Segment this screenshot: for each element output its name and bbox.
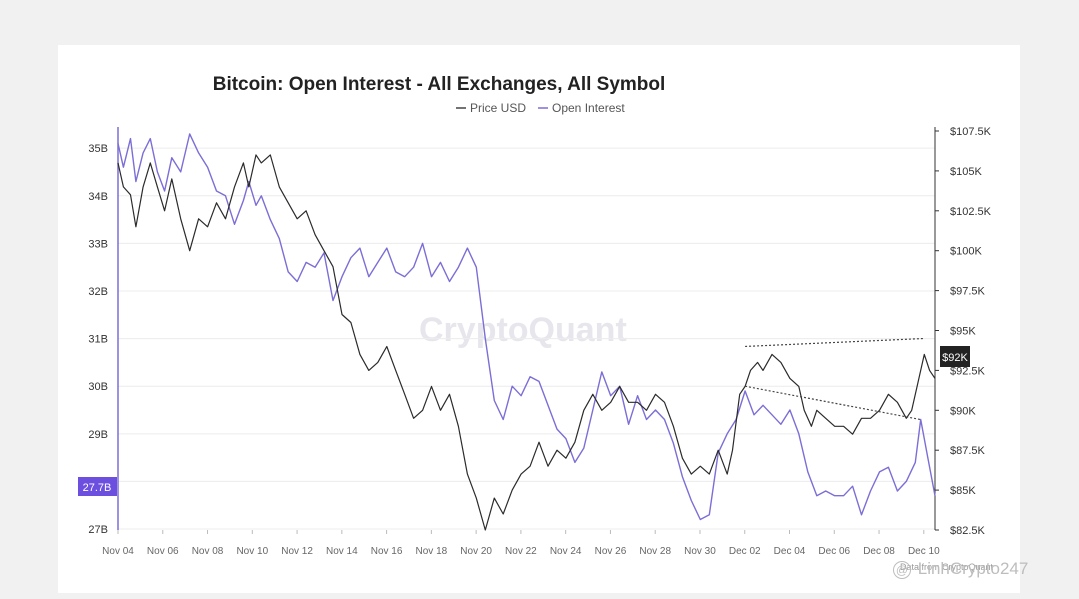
right-y-tick-label: $90K <box>950 405 976 417</box>
x-tick-label: Nov 12 <box>281 546 313 557</box>
watermark: CryptoQuant <box>419 311 627 349</box>
left-y-tick-label: 35B <box>88 143 108 155</box>
x-tick-label: Nov 24 <box>550 546 582 557</box>
right-y-tick-label: $100K <box>950 246 982 258</box>
right-y-tick-label: $105K <box>950 166 982 178</box>
price-resistance-trendline <box>745 337 925 348</box>
chart-title: Bitcoin: Open Interest - All Exchanges, … <box>213 74 666 95</box>
x-tick-label: Dec 08 <box>863 546 895 557</box>
grid <box>118 147 935 530</box>
series-lines <box>117 133 936 531</box>
x-tick-label: Dec 10 <box>908 546 940 557</box>
x-tick-label: Nov 08 <box>192 546 224 557</box>
at-icon: @ <box>893 561 911 579</box>
current-price-badge: $92K <box>940 346 970 367</box>
x-tick-label: Nov 28 <box>639 546 671 557</box>
chart-card: Bitcoin: Open Interest - All Exchanges, … <box>58 45 1020 593</box>
current-oi-value: 27.7B <box>83 482 112 494</box>
current-oi-badge-bg <box>78 477 117 496</box>
left-y-tick-label: 34B <box>88 191 108 203</box>
x-tick-label: Nov 10 <box>236 546 268 557</box>
right-y-tick-label: $107.5K <box>950 126 992 138</box>
x-axis-labels: Nov 04 Nov 06 Nov 08 Nov 10 Nov 12 Nov 14 Nov … <box>102 546 940 557</box>
right-y-tick-label: $92.5K <box>950 365 986 377</box>
current-price-badge-bg <box>940 346 970 367</box>
left-y-tick-label: 27B <box>88 524 108 536</box>
legend-price-label: Price USD <box>470 101 526 115</box>
current-price-value: $92K <box>942 352 968 364</box>
right-y-tick-label: $87.5K <box>950 445 986 457</box>
current-oi-badge: 27.7B <box>78 477 117 496</box>
right-y-tick-label: $102.5K <box>950 206 992 218</box>
source-note: Data from CryptoQuant <box>900 562 994 572</box>
x-tick-label: Nov 20 <box>460 546 492 557</box>
legend-oi-label: Open Interest <box>552 101 625 115</box>
left-y-tick-label: 31B <box>88 334 108 346</box>
right-y-tick-label: $82.5K <box>950 525 986 537</box>
right-y-tick-label: $95K <box>950 326 976 338</box>
right-y-tick-label: $97.5K <box>950 286 986 298</box>
x-tick-label: Nov 26 <box>595 546 627 557</box>
left-y-tick-label: 29B <box>88 429 108 441</box>
x-tick-label: Nov 18 <box>416 546 448 557</box>
x-tick-label: Nov 14 <box>326 546 358 557</box>
x-tick-label: Nov 06 <box>147 546 179 557</box>
right-y-tick-label: $85K <box>950 485 976 497</box>
chart-svg: Bitcoin: Open Interest - All Exchanges, … <box>78 74 994 572</box>
x-tick-label: Dec 04 <box>774 546 806 557</box>
price-line <box>117 154 936 531</box>
x-tick-label: Nov 16 <box>371 546 403 557</box>
trendlines <box>744 337 925 421</box>
legend: Price USD Open Interest <box>456 101 625 115</box>
left-y-tick-label: 33B <box>88 238 108 250</box>
open-interest-line <box>117 133 936 521</box>
x-tick-label: Dec 06 <box>818 546 850 557</box>
open-interest-trendline <box>744 385 921 421</box>
left-y-tick-label: 32B <box>88 286 108 298</box>
source-handle: @ LinhCrypto247 <box>893 559 1028 579</box>
x-tick-label: Dec 02 <box>729 546 761 557</box>
x-tick-label: Nov 04 <box>102 546 134 557</box>
left-y-tick-label: 30B <box>88 381 108 393</box>
x-tick-label: Nov 22 <box>505 546 537 557</box>
source-handle-text: LinhCrypto247 <box>917 559 1029 578</box>
x-tick-label: Nov 30 <box>684 546 716 557</box>
right-y-axis-labels: $82.5K $85K $87.5K $90K $92.5K $95K $97.5K $100… <box>950 126 992 537</box>
axes <box>117 127 939 534</box>
